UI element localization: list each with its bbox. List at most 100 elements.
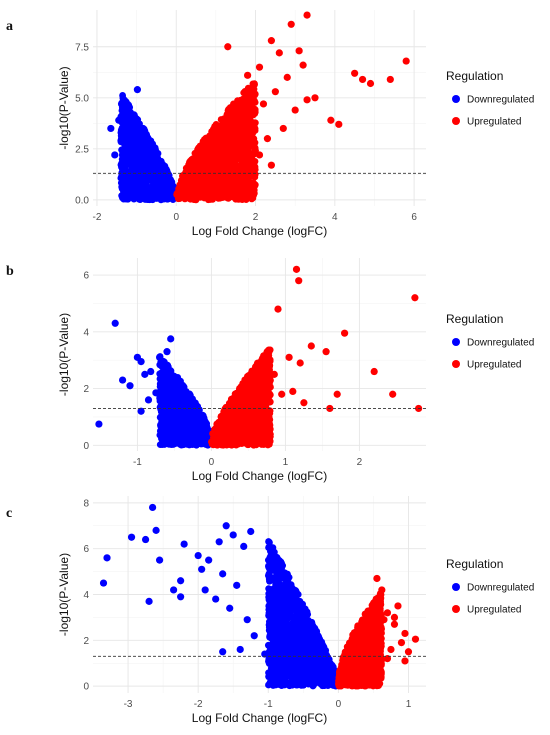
- data-point-outlier: [133, 353, 141, 361]
- data-point: [201, 189, 208, 196]
- data-point-outlier: [163, 348, 171, 356]
- data-point: [235, 152, 243, 160]
- data-point: [134, 181, 142, 189]
- data-point: [164, 434, 171, 442]
- data-point: [263, 409, 271, 417]
- data-point: [229, 395, 236, 403]
- data-point: [227, 193, 235, 201]
- data-point: [181, 171, 188, 179]
- data-point: [212, 130, 219, 138]
- data-point-outlier: [335, 120, 343, 128]
- data-point-outlier: [295, 47, 303, 55]
- data-point: [126, 182, 134, 190]
- data-point-outlier: [303, 96, 311, 104]
- data-point: [195, 152, 203, 160]
- data-point: [128, 131, 136, 139]
- data-point: [246, 97, 254, 105]
- data-point: [196, 180, 204, 188]
- data-point: [182, 194, 190, 201]
- data-point-outlier: [341, 329, 349, 337]
- data-point: [170, 372, 178, 380]
- data-point-outlier: [351, 69, 359, 77]
- data-point: [138, 175, 146, 183]
- series-upregulated: [208, 265, 423, 449]
- y-tick-label: 0.0: [75, 195, 89, 206]
- data-point: [183, 180, 191, 188]
- data-point: [259, 393, 267, 400]
- data-point: [236, 181, 244, 189]
- data-point: [261, 432, 269, 439]
- data-point: [191, 438, 199, 445]
- data-point: [247, 401, 255, 408]
- data-point-outlier: [370, 367, 378, 376]
- data-point: [216, 145, 224, 153]
- data-point: [203, 174, 211, 182]
- data-point: [192, 401, 200, 409]
- data-point: [266, 433, 274, 440]
- panel-label: a: [6, 19, 13, 34]
- data-point: [238, 97, 246, 105]
- data-point: [247, 387, 255, 394]
- y-tick-label: 2: [83, 384, 89, 395]
- legend-swatch: [452, 360, 460, 368]
- data-point: [187, 187, 194, 194]
- data-point-outlier: [133, 86, 141, 94]
- data-point-outlier: [274, 305, 282, 313]
- data-point: [219, 161, 227, 169]
- data-point: [234, 195, 242, 202]
- data-point-outlier: [270, 370, 278, 378]
- data-point-outlier: [333, 390, 341, 398]
- x-tick-label: -2: [93, 212, 102, 223]
- data-point: [237, 188, 245, 195]
- data-point: [162, 409, 170, 417]
- data-point: [206, 154, 214, 162]
- data-point: [253, 383, 261, 391]
- x-tick-label: 2: [357, 457, 363, 468]
- data-point: [202, 137, 210, 145]
- data-point: [255, 414, 263, 422]
- data-point: [163, 182, 171, 190]
- data-point-outlier: [244, 71, 252, 79]
- data-point: [244, 392, 252, 400]
- data-point: [262, 362, 269, 370]
- data-point: [223, 182, 231, 189]
- data-point: [247, 128, 255, 136]
- data-point: [244, 84, 252, 92]
- data-point-outlier: [144, 396, 153, 404]
- data-point: [120, 121, 128, 129]
- data-point: [218, 435, 226, 442]
- data-point: [197, 174, 205, 182]
- data-point: [156, 441, 164, 449]
- data-point: [119, 151, 127, 159]
- data-point: [213, 441, 221, 449]
- data-point: [221, 156, 229, 164]
- x-axis-title: Log Fold Change (logFC): [192, 224, 327, 238]
- data-point: [235, 388, 243, 396]
- data-point: [245, 168, 253, 175]
- data-point-outlier: [292, 265, 301, 273]
- grid: [93, 10, 426, 206]
- data-point: [217, 413, 225, 421]
- data-point: [237, 428, 245, 436]
- x-tick-label: 4: [332, 212, 338, 223]
- data-point-outlier: [147, 367, 155, 376]
- data-point: [232, 125, 240, 133]
- data-point: [132, 115, 140, 122]
- data-point-outlier: [125, 143, 133, 151]
- data-point: [175, 184, 183, 192]
- data-point: [249, 109, 257, 117]
- data-point: [199, 415, 207, 422]
- data-point: [140, 189, 147, 196]
- data-point: [216, 175, 224, 183]
- legend-entry: Upregulated: [467, 117, 521, 128]
- legend-swatch: [452, 338, 460, 346]
- series-upregulated: [173, 11, 410, 204]
- data-point: [241, 155, 249, 163]
- x-tick-label: 1: [283, 457, 289, 468]
- data-point: [227, 144, 235, 151]
- data-point-outlier: [279, 124, 287, 133]
- y-tick-label: 5.0: [75, 93, 89, 104]
- data-point-outlier: [327, 116, 335, 124]
